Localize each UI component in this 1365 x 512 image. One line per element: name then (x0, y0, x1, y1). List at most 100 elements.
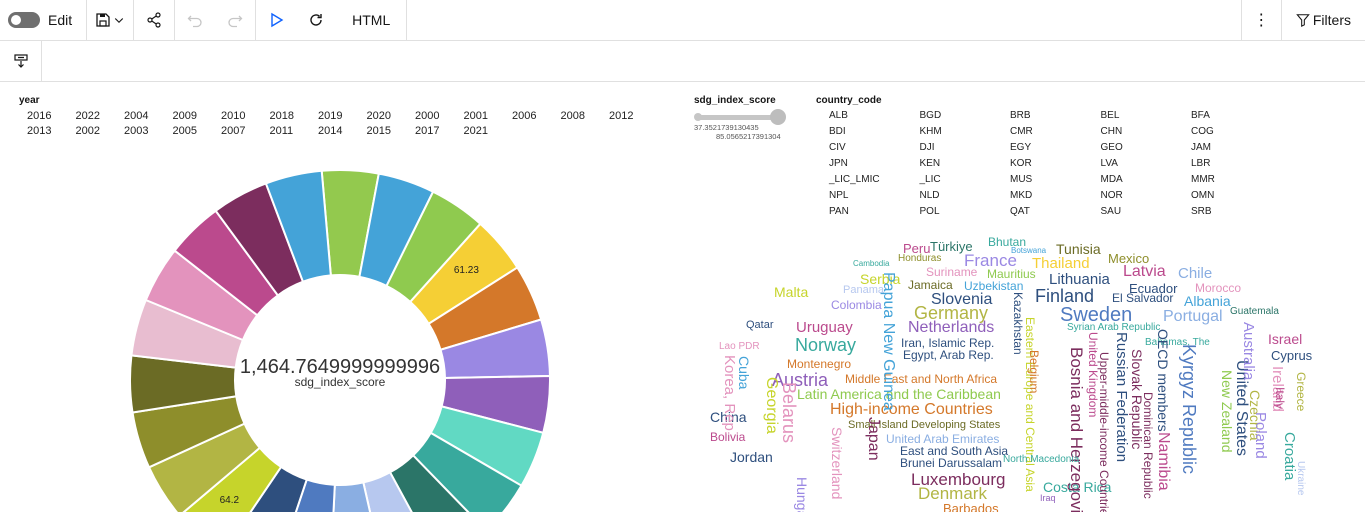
word-cloud-word[interactable]: Bosnia and Herzegovina (1067, 347, 1086, 512)
word-cloud-word[interactable]: Latvia (1123, 263, 1166, 280)
country-option[interactable]: POL (919, 206, 940, 217)
donut-slice[interactable] (330, 481, 387, 512)
word-cloud-word[interactable]: Costa Rica (1043, 479, 1112, 495)
country-option[interactable]: NOR (1100, 190, 1123, 201)
country-option[interactable]: JPN (829, 158, 848, 169)
word-cloud-word[interactable]: Small Island Developing States (848, 419, 1001, 431)
word-cloud-word[interactable]: Georgia (763, 377, 780, 434)
word-cloud-word[interactable]: Botswana (1011, 246, 1047, 255)
year-option[interactable]: 2002 (75, 125, 100, 137)
country-option[interactable]: CIV (829, 142, 846, 153)
country-option[interactable]: CHN (1100, 126, 1123, 137)
word-cloud-word[interactable]: Belarus (779, 382, 799, 444)
word-cloud-word[interactable]: Mexico (1108, 251, 1150, 266)
country-option[interactable]: MKD (1010, 190, 1033, 201)
word-cloud-word[interactable]: Cambodia (853, 259, 890, 268)
word-cloud-word[interactable]: Denmark (918, 484, 987, 503)
word-cloud-word[interactable]: Barbados (943, 501, 999, 512)
word-cloud-word[interactable]: Türkiye (930, 239, 973, 254)
donut-slice[interactable] (264, 169, 332, 284)
word-cloud-word[interactable]: Finland (1035, 286, 1095, 306)
donut-slice[interactable] (362, 470, 440, 512)
undo-button[interactable] (175, 0, 215, 41)
year-option[interactable]: 2017 (415, 125, 440, 137)
word-cloud-word[interactable]: High-income Countries (830, 401, 993, 418)
word-cloud-word[interactable]: Czechia (1247, 390, 1263, 441)
word-cloud-word[interactable]: Slovenia (931, 291, 993, 308)
word-cloud-word[interactable]: United Kingdom (1086, 332, 1100, 418)
word-cloud-word[interactable]: Qatar (746, 319, 774, 331)
country-option[interactable]: GEO (1100, 142, 1123, 153)
word-cloud-word[interactable]: Lao PDR (719, 341, 760, 352)
word-cloud-word[interactable]: Morocco (1195, 281, 1242, 295)
country-option[interactable]: COG (1191, 126, 1214, 137)
word-cloud-word[interactable]: Serbia (860, 271, 901, 287)
word-cloud-word[interactable]: United States (1233, 360, 1250, 457)
word-cloud-word[interactable]: Hungary (794, 477, 810, 512)
word-cloud-word[interactable]: Eastern Europe and Central Asia (1023, 317, 1037, 492)
word-cloud-word[interactable]: Kyrgyz Republic (1179, 344, 1199, 475)
country-option[interactable]: BDI (829, 126, 846, 137)
filters-button[interactable]: Filters (1280, 0, 1365, 41)
country-option[interactable]: JAM (1191, 142, 1211, 153)
word-cloud-word[interactable]: Papua New Guinea (880, 272, 897, 411)
year-option[interactable]: 2003 (124, 125, 149, 137)
country-option[interactable]: OMN (1191, 190, 1215, 201)
word-cloud-word[interactable]: Mauritius (987, 267, 1036, 281)
word-cloud-word[interactable]: Albania (1184, 293, 1231, 309)
word-cloud-word[interactable]: Jamaica (908, 278, 953, 292)
word-cloud-word[interactable]: Greece (1294, 372, 1308, 412)
word-cloud-word[interactable]: Bahamas, The (1145, 337, 1210, 348)
year-option[interactable]: 2016 (27, 110, 52, 122)
year-option[interactable]: 2015 (366, 125, 391, 137)
donut-slice[interactable] (273, 478, 336, 512)
word-cloud-word[interactable]: Montenegro (787, 357, 852, 371)
year-option[interactable]: 2005 (172, 125, 197, 137)
word-cloud-word[interactable]: Norway (795, 335, 857, 355)
word-cloud-word[interactable]: Korea, Rep. (721, 355, 738, 436)
country-option[interactable]: NPL (829, 190, 849, 201)
country-option[interactable]: ALB (829, 110, 848, 121)
word-cloud-word[interactable]: Iraq (1040, 493, 1056, 503)
word-cloud-word[interactable]: Japan (865, 417, 882, 461)
year-option[interactable]: 2006 (512, 110, 537, 122)
word-cloud-word[interactable]: Latin America and the Caribbean (797, 386, 1001, 402)
word-cloud-word[interactable]: Iran, Islamic Rep. (901, 336, 995, 350)
word-cloud-word[interactable]: China (710, 409, 747, 425)
country-option[interactable]: QAT (1010, 206, 1030, 217)
country-option[interactable]: BFA (1191, 110, 1210, 121)
word-cloud-word[interactable]: Germany (914, 303, 989, 323)
word-cloud-word[interactable]: Suriname (926, 265, 978, 279)
word-cloud-word[interactable]: United Arab Emirates (886, 432, 1000, 446)
score-range-slider[interactable] (694, 109, 786, 125)
word-cloud-word[interactable]: Jordan (730, 449, 773, 465)
country-option[interactable]: SAU (1100, 206, 1122, 217)
word-cloud-word[interactable]: Guatemala (1230, 306, 1279, 317)
html-button[interactable]: HTML (352, 12, 391, 28)
year-option[interactable]: 2022 (75, 110, 100, 122)
word-cloud-word[interactable]: Cuba (736, 356, 752, 390)
word-cloud-word[interactable]: Dominican Republic (1141, 392, 1155, 499)
word-cloud-word[interactable]: Ecuador (1129, 281, 1178, 296)
country-option[interactable]: BGD (919, 110, 942, 121)
donut-slice[interactable] (388, 453, 486, 512)
year-option[interactable]: 2012 (609, 110, 634, 122)
word-cloud-word[interactable]: Bhutan (988, 235, 1027, 249)
word-cloud-word[interactable]: New Zealand (1219, 370, 1235, 453)
refresh-button[interactable] (296, 0, 336, 41)
word-cloud-word[interactable]: East and South Asia (900, 444, 1009, 458)
country-option[interactable]: BRB (1010, 110, 1031, 121)
country-option[interactable]: MDA (1100, 174, 1123, 185)
country-option[interactable]: CMR (1010, 126, 1033, 137)
word-cloud-word[interactable]: Austria (772, 370, 829, 390)
year-option[interactable]: 2019 (318, 110, 343, 122)
edit-toggle[interactable] (8, 12, 40, 28)
word-cloud-word[interactable]: Middle East and North Africa (845, 372, 998, 386)
year-option[interactable]: 2001 (463, 110, 488, 122)
country-option[interactable]: _LIC_LMIC (829, 174, 880, 185)
country-option[interactable]: EGY (1010, 142, 1032, 153)
run-button[interactable] (256, 0, 296, 41)
word-cloud-word[interactable]: Australia (1240, 322, 1257, 381)
country-option[interactable]: DJI (919, 142, 935, 153)
word-cloud-word[interactable]: Italy (1273, 387, 1287, 410)
